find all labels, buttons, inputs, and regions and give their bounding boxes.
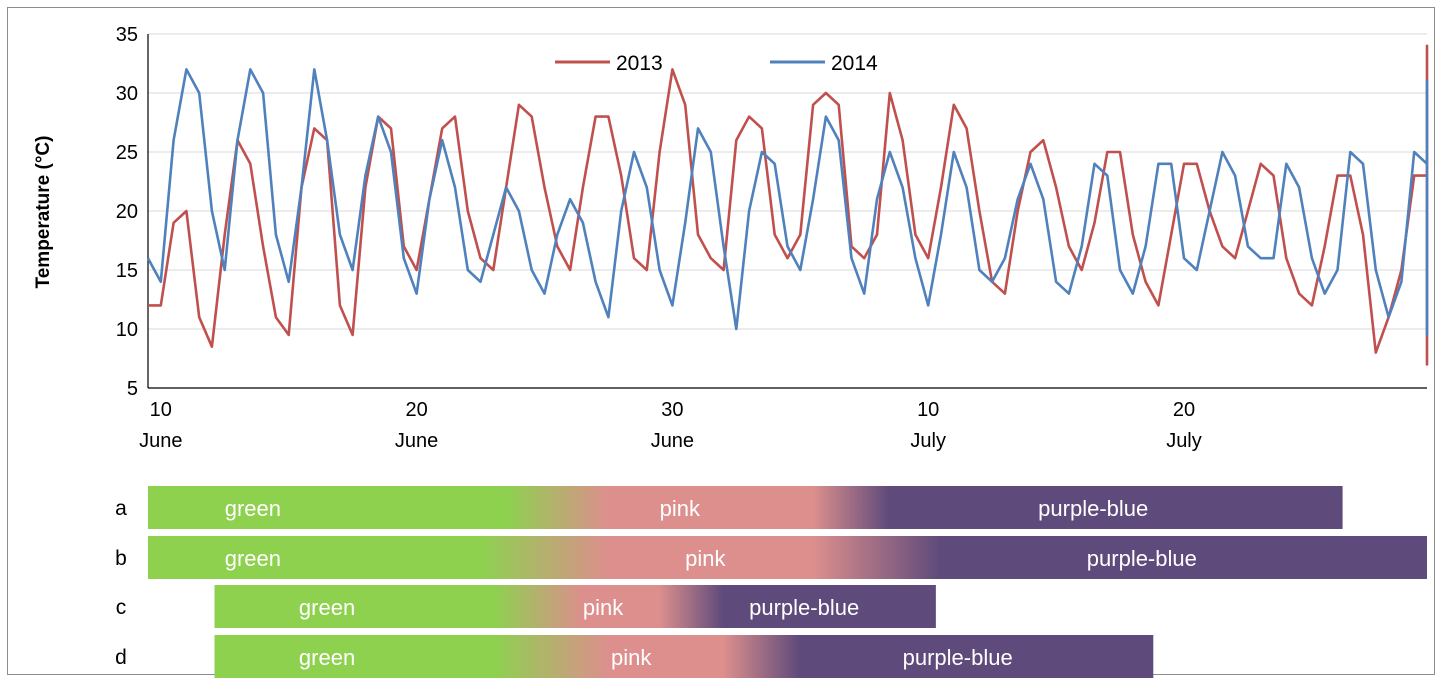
phenology-row-label: c xyxy=(116,596,127,619)
legend-label-2014: 2014 xyxy=(831,52,878,75)
x-tick-month: July xyxy=(1166,430,1202,452)
legend-label-2013: 2013 xyxy=(616,52,663,75)
stage-label: green xyxy=(225,496,281,521)
series-lines xyxy=(146,44,1429,366)
phenology-row-label: b xyxy=(115,547,127,570)
x-tick-month: June xyxy=(651,430,694,452)
y-tick-labels: 5 10 15 20 25 30 35 xyxy=(116,24,138,400)
phenology-bar-c xyxy=(214,585,936,628)
y-tick-label: 20 xyxy=(116,201,138,223)
x-tick-month: June xyxy=(395,430,438,452)
series-line-2014 xyxy=(146,68,1429,337)
x-tick-day: 10 xyxy=(917,399,939,421)
stage-label: pink xyxy=(583,595,624,620)
x-tick-month: July xyxy=(910,430,946,452)
phenology-bars: a green pink purple-blue b green pink purple-bl… xyxy=(115,486,1427,678)
phenology-bar-d xyxy=(214,635,1154,678)
phenology-row-label: a xyxy=(115,497,127,520)
axes xyxy=(147,34,1427,389)
y-axis-label: Temperature (°C) xyxy=(33,136,54,289)
stage-label: purple-blue xyxy=(1038,496,1148,521)
stage-label: pink xyxy=(660,496,701,521)
x-tick-month: June xyxy=(139,430,182,452)
y-tick-label: 35 xyxy=(116,24,138,46)
series-line-2013 xyxy=(148,44,1429,366)
stage-label: purple-blue xyxy=(1087,546,1197,571)
phenology-bar-a xyxy=(148,486,1343,529)
legend: 2013 2014 xyxy=(555,52,878,75)
stage-label: green xyxy=(299,595,355,620)
y-tick-label: 10 xyxy=(116,319,138,341)
phenology-row-label: d xyxy=(115,646,127,669)
y-tick-label: 30 xyxy=(116,83,138,105)
y-tick-label: 15 xyxy=(116,260,138,282)
stage-label: pink xyxy=(685,546,726,571)
stage-label: pink xyxy=(611,645,652,670)
x-tick-day: 20 xyxy=(405,399,427,421)
y-tick-label: 5 xyxy=(127,378,138,400)
y-tick-label: 25 xyxy=(116,142,138,164)
x-tick-day: 10 xyxy=(150,399,172,421)
phenology-bar-b xyxy=(148,536,1427,579)
stage-label: purple-blue xyxy=(903,645,1013,670)
x-tick-day: 20 xyxy=(1173,399,1195,421)
x-tick-day: 30 xyxy=(661,399,683,421)
stage-label: green xyxy=(299,645,355,670)
stage-label: purple-blue xyxy=(749,595,859,620)
stage-label: green xyxy=(225,546,281,571)
x-tick-labels: 10 June 20 June 30 June 10 July 20 July xyxy=(139,399,1202,452)
grid-lines xyxy=(148,33,1427,330)
